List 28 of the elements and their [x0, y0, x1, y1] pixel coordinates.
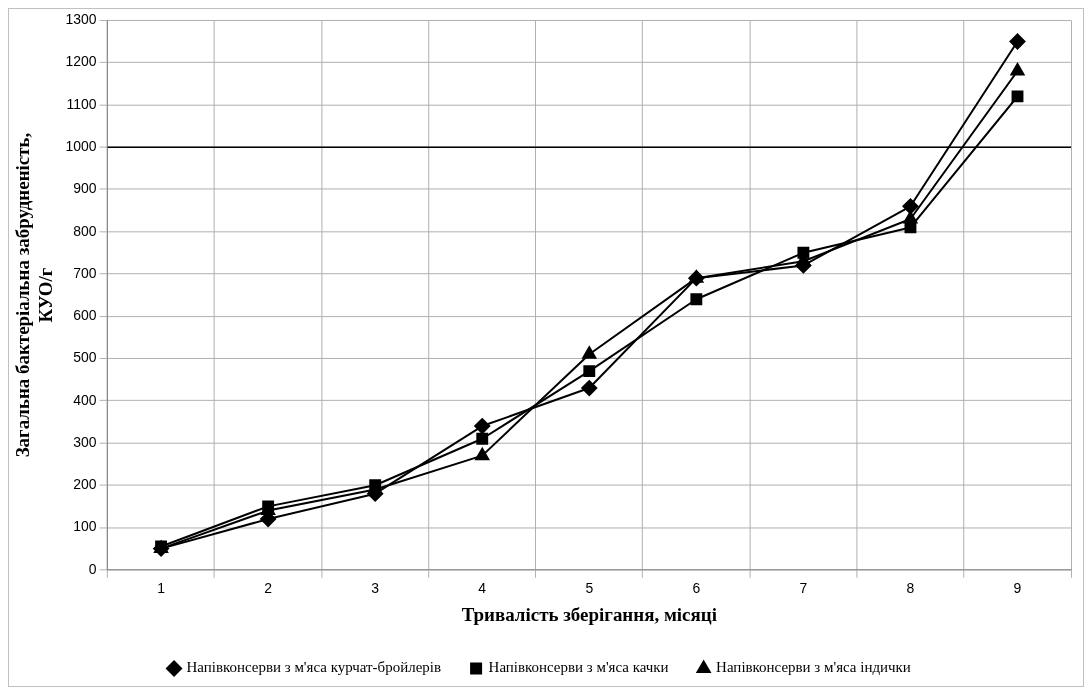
x-tick-label: 6	[692, 579, 701, 596]
y-tick-label: 800	[73, 222, 97, 239]
x-axis-title: Тривалість зберігання, місяці	[461, 603, 717, 625]
y-tick-label: 1100	[66, 95, 97, 112]
y-axis-title: Загальна бактеріальна забрудненість, КУО/г	[12, 132, 57, 458]
x-tick-label: 8	[906, 579, 915, 596]
x-tick-label: 2	[264, 579, 273, 596]
x-tick-label: 3	[371, 579, 380, 596]
legend-label: Напівконсерви з м'яса качки	[488, 659, 669, 676]
y-tick-label: 200	[73, 476, 97, 493]
y-tick-label: 400	[73, 391, 97, 408]
y-tick-label: 0	[88, 560, 97, 577]
legend-label: Напівконсерви з м'яса індички	[716, 659, 911, 676]
y-tick-label: 1200	[65, 53, 97, 70]
x-tick-label: 9	[1013, 579, 1022, 596]
y-tick-label: 600	[73, 307, 97, 324]
x-tick-label: 7	[799, 579, 808, 596]
y-tick-label: 300	[73, 433, 97, 450]
y-tick-label: 900	[73, 180, 97, 197]
x-tick-label: 1	[157, 579, 166, 596]
y-tick-label: 1000	[65, 138, 97, 154]
y-tick-label: 700	[73, 264, 97, 281]
y-tick-label: 1300	[65, 11, 97, 28]
y-tick-label: 100	[73, 518, 97, 535]
x-tick-label: 5	[585, 579, 594, 596]
legend-label: Напівконсерви з м'яса курчат-бройлерів	[186, 659, 441, 676]
x-tick-label: 4	[478, 579, 487, 596]
y-tick-label: 500	[73, 349, 97, 366]
